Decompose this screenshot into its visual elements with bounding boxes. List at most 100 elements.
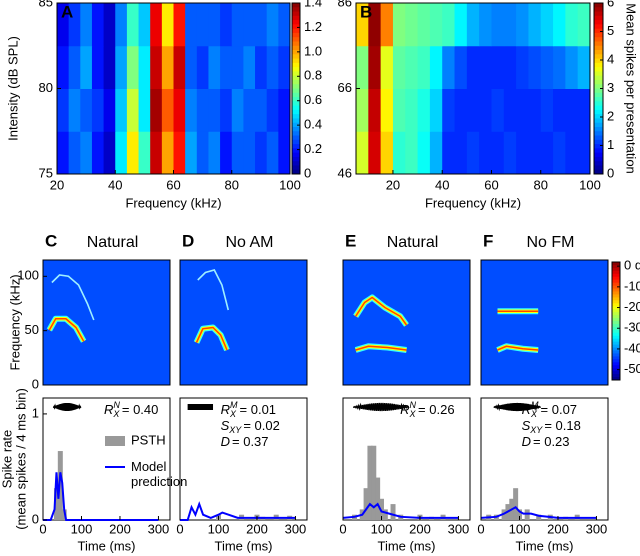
heat-cell xyxy=(68,3,81,47)
x-tick-label: 20 xyxy=(50,177,64,192)
colorbar-cell xyxy=(292,131,300,137)
colorbar-cell xyxy=(612,321,620,325)
colorbar-cell xyxy=(292,105,300,111)
colorbar-cell xyxy=(292,79,300,85)
plot-frame xyxy=(179,397,308,521)
heat-cell xyxy=(161,88,174,132)
psth-bar xyxy=(516,509,522,520)
panel-label: B xyxy=(360,2,372,21)
colorbar-cell xyxy=(612,365,620,369)
colorbar-tick-label: 0.8 xyxy=(304,68,322,83)
colorbar-cell xyxy=(594,122,603,128)
heat-cell xyxy=(503,88,517,132)
heat-cell xyxy=(503,3,517,47)
panel-title: Natural xyxy=(87,234,139,251)
statistic: RXN = 0.40 xyxy=(104,400,158,419)
heat-cell xyxy=(516,131,529,175)
heat-cell xyxy=(466,88,480,132)
heat-cell xyxy=(278,3,291,47)
colorbar-tick-label: 0 dB xyxy=(624,258,640,273)
heat-cell xyxy=(479,45,492,89)
heat-cell xyxy=(454,45,468,89)
colorbar-cell xyxy=(292,152,300,158)
heat-cell xyxy=(266,88,279,132)
stat-symbol: D xyxy=(221,434,230,449)
colorbar-frame xyxy=(291,2,301,175)
heat-cell xyxy=(479,131,492,175)
colorbar-cell xyxy=(612,368,620,372)
x-tick-label: 200 xyxy=(109,521,131,536)
colorbar-cell xyxy=(594,105,603,111)
heat-cell xyxy=(68,45,81,89)
colorbar-cell xyxy=(594,58,603,64)
colorbar-cell xyxy=(612,332,620,337)
colorbar-cell xyxy=(594,114,603,119)
colorbar-cell xyxy=(292,92,300,98)
heat-cell xyxy=(196,45,209,89)
psth-bar xyxy=(53,488,59,520)
colorbar-cell xyxy=(612,294,620,298)
colorbar-cell xyxy=(292,165,300,171)
x-tick-label: 100 xyxy=(509,521,531,536)
heat-cell xyxy=(255,131,268,175)
heat-cell xyxy=(220,131,233,175)
colorbar-label: Mean spikes per presentation xyxy=(624,3,639,174)
stat-symbol: D xyxy=(522,434,531,449)
model-line xyxy=(342,502,459,519)
panel-label: D xyxy=(182,231,194,250)
spectral-band xyxy=(497,345,539,351)
heat-cell xyxy=(392,88,406,132)
heat-cell xyxy=(80,131,93,175)
legend-label: PSTH xyxy=(131,432,166,447)
heat-cell xyxy=(278,45,291,89)
heat-cell xyxy=(80,3,93,47)
heat-cell xyxy=(255,45,268,89)
heat-cell xyxy=(196,131,209,175)
legend-swatch xyxy=(105,436,125,446)
colorbar-tick-label: 1 xyxy=(607,137,614,152)
panel-title: Natural xyxy=(387,234,439,251)
heat-cell xyxy=(528,3,542,47)
colorbar-cell xyxy=(594,20,603,25)
colorbar-cell xyxy=(292,156,300,162)
heat-cell xyxy=(255,88,268,132)
colorbar-cell xyxy=(292,161,300,166)
heat-cell xyxy=(429,131,443,175)
heat-cell xyxy=(540,88,554,132)
colorbar-cell xyxy=(292,101,300,107)
colorbar-cell xyxy=(612,270,620,275)
heat-cell xyxy=(161,131,174,175)
heat-cell xyxy=(466,131,480,175)
psth-bar xyxy=(382,509,388,520)
colorbar-cell xyxy=(594,28,603,34)
colorbar-cell xyxy=(292,7,300,13)
colorbar-cell xyxy=(612,323,620,328)
model-line xyxy=(180,501,296,521)
x-tick-label: 0 xyxy=(176,521,183,536)
heat-cell xyxy=(126,3,140,47)
colorbar-cell xyxy=(292,148,300,154)
heat-cell xyxy=(392,3,406,47)
stat-value: = 0.07 xyxy=(541,402,578,417)
heat-cell xyxy=(185,3,198,47)
colorbar-cell xyxy=(292,97,300,102)
psth-bar xyxy=(363,488,369,520)
heat-cell xyxy=(516,88,529,132)
colorbar-cell xyxy=(594,7,603,13)
psth-bar xyxy=(371,445,377,520)
colorbar-cell xyxy=(594,11,603,17)
heat-cell xyxy=(231,131,244,175)
colorbar-cell xyxy=(292,50,300,55)
colorbar-cell xyxy=(594,161,603,166)
stat-symbol: S xyxy=(221,418,230,433)
colorbar-cell xyxy=(594,71,603,77)
heat-cell xyxy=(553,131,566,175)
heat-cell xyxy=(231,3,244,47)
stat-value: = 0.18 xyxy=(544,418,581,433)
colorbar-cell xyxy=(594,144,603,149)
statistic: RXN = 0.26 xyxy=(400,400,454,419)
heat-cell xyxy=(91,131,105,175)
spectrogram-frame xyxy=(179,259,308,386)
heat-cell xyxy=(243,3,256,47)
